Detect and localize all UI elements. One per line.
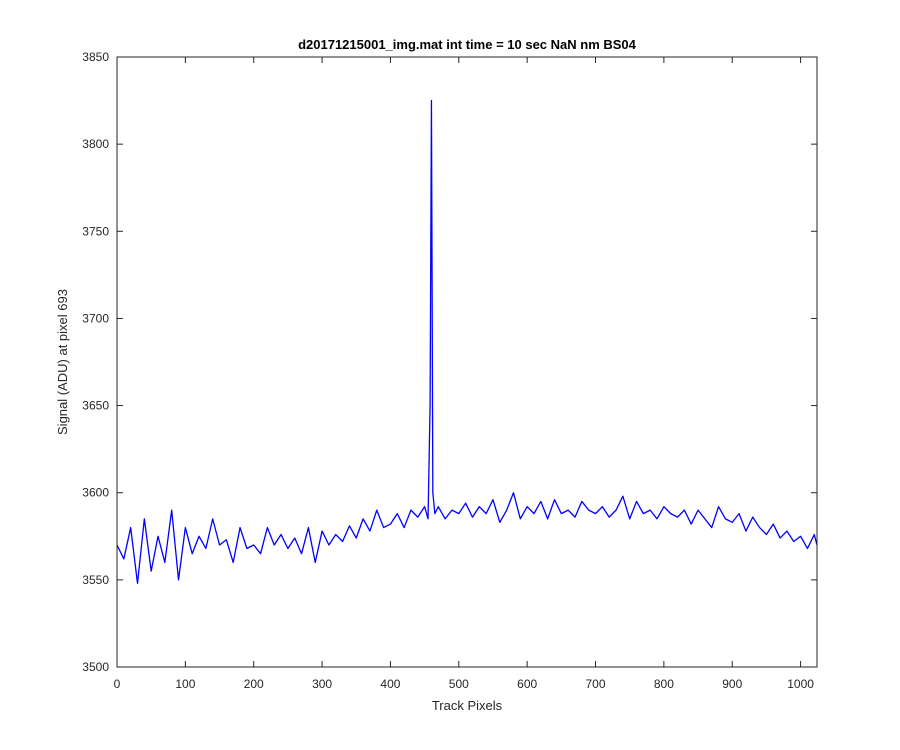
y-tick-label: 3700 [82, 311, 109, 325]
data-layer [116, 99, 818, 584]
x-axis: 0 100 200 300 400 500 600 700 800 900 1000 [114, 57, 814, 691]
y-axis: 3500 3550 3600 3650 3700 3750 3800 3850 [82, 50, 817, 674]
x-tick-label: 100 [175, 677, 195, 691]
y-tick-label: 3850 [82, 50, 109, 64]
y-tick-label: 3600 [82, 486, 109, 500]
y-axis-label: Signal (ADU) at pixel 693 [55, 289, 70, 435]
y-tick-label: 3750 [82, 224, 109, 238]
axes-box [116, 56, 818, 668]
x-tick-label: 0 [114, 677, 121, 691]
chart-title: d20171215001_img.mat int time = 10 sec N… [298, 37, 637, 52]
y-tick-label: 3650 [82, 399, 109, 413]
x-tick-label: 600 [517, 677, 537, 691]
y-tick-label: 3550 [82, 573, 109, 587]
x-tick-label: 900 [722, 677, 742, 691]
x-tick-label: 400 [380, 677, 400, 691]
y-tick-label: 3500 [82, 660, 109, 674]
plot-area [117, 57, 817, 667]
x-tick-label: 200 [244, 677, 264, 691]
series-line [116, 99, 818, 584]
x-tick-label: 700 [586, 677, 606, 691]
x-tick-label: 800 [654, 677, 674, 691]
x-tick-label: 500 [449, 677, 469, 691]
x-axis-label: Track Pixels [432, 698, 503, 713]
y-tick-label: 3800 [82, 137, 109, 151]
x-tick-label: 300 [312, 677, 332, 691]
x-tick-label: 1000 [787, 677, 814, 691]
